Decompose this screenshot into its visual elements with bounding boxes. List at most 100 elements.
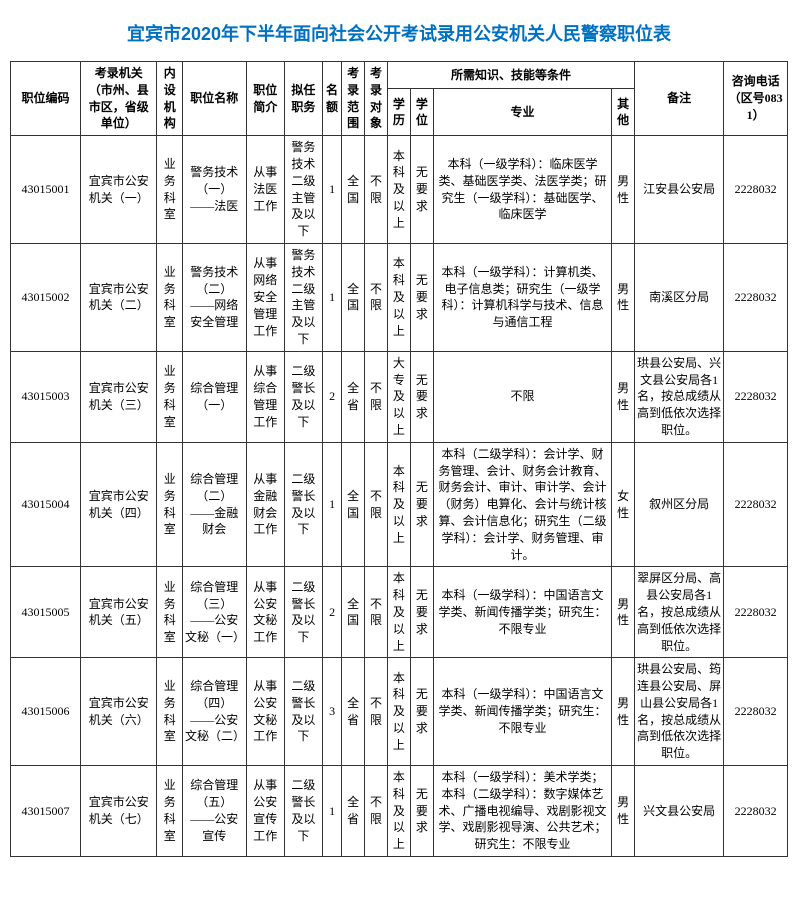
cell-remark: 叙州区分局 xyxy=(635,442,724,567)
cell-pname: 综合管理（二）——金融财会 xyxy=(182,442,246,567)
table-row: 43015006宜宾市公安机关（六）业务科室综合管理（四）——公安文秘（二）从事… xyxy=(11,658,788,766)
cell-target: 不限 xyxy=(365,567,388,658)
cell-duty: 警务技术二级主管及以下 xyxy=(284,243,322,351)
cell-pdesc: 从事公安文秘工作 xyxy=(246,658,284,766)
cell-major: 本科（一级学科）：计算机类、电子信息类；研究生（一级学科）：计算机科学与技术、信… xyxy=(433,243,611,351)
cell-phone: 2228032 xyxy=(724,243,788,351)
cell-edu: 本科及以上 xyxy=(387,243,410,351)
cell-code: 43015006 xyxy=(11,658,81,766)
cell-other: 男性 xyxy=(612,243,635,351)
cell-duty: 二级警长及以下 xyxy=(284,567,322,658)
cell-scope: 全国 xyxy=(342,442,365,567)
cell-num: 1 xyxy=(323,243,342,351)
table-row: 43015001宜宾市公安机关（一）业务科室警务技术（一）——法医从事法医工作警… xyxy=(11,136,788,244)
cell-dept: 业务科室 xyxy=(157,136,182,244)
cell-major: 本科（一级学科）：中国语言文学类、新闻传播学类；研究生：不限专业 xyxy=(433,567,611,658)
cell-other: 男性 xyxy=(612,658,635,766)
th-req: 所需知识、技能等条件 xyxy=(387,62,634,89)
cell-target: 不限 xyxy=(365,136,388,244)
cell-pname: 综合管理（四）——公安文秘（二） xyxy=(182,658,246,766)
th-target: 考录对象 xyxy=(365,62,388,136)
th-num: 名额 xyxy=(323,62,342,136)
cell-scope: 全省 xyxy=(342,351,365,442)
cell-dept: 业务科室 xyxy=(157,351,182,442)
cell-pname: 综合管理（一） xyxy=(182,351,246,442)
cell-target: 不限 xyxy=(365,766,388,857)
cell-phone: 2228032 xyxy=(724,442,788,567)
th-major: 专业 xyxy=(433,89,611,136)
cell-dept: 业务科室 xyxy=(157,658,182,766)
cell-degree: 无要求 xyxy=(410,567,433,658)
cell-remark: 兴文县公安局 xyxy=(635,766,724,857)
cell-degree: 无要求 xyxy=(410,766,433,857)
cell-code: 43015002 xyxy=(11,243,81,351)
cell-num: 2 xyxy=(323,351,342,442)
cell-pdesc: 从事网络安全管理工作 xyxy=(246,243,284,351)
page-title: 宜宾市2020年下半年面向社会公开考试录用公安机关人民警察职位表 xyxy=(10,20,788,46)
cell-edu: 本科及以上 xyxy=(387,567,410,658)
cell-major: 不限 xyxy=(433,351,611,442)
cell-num: 3 xyxy=(323,658,342,766)
cell-pdesc: 从事法医工作 xyxy=(246,136,284,244)
cell-org: 宜宾市公安机关（一） xyxy=(81,136,157,244)
cell-target: 不限 xyxy=(365,243,388,351)
cell-other: 男性 xyxy=(612,766,635,857)
cell-pdesc: 从事公安宣传工作 xyxy=(246,766,284,857)
cell-target: 不限 xyxy=(365,351,388,442)
cell-scope: 全国 xyxy=(342,567,365,658)
cell-org: 宜宾市公安机关（七） xyxy=(81,766,157,857)
th-remark: 备注 xyxy=(635,62,724,136)
cell-major: 本科（一级学科）：临床医学类、基础医学类、法医学类；研究生（一级学科）：基础医学… xyxy=(433,136,611,244)
cell-duty: 二级警长及以下 xyxy=(284,442,322,567)
th-duty: 拟任职务 xyxy=(284,62,322,136)
cell-scope: 全省 xyxy=(342,766,365,857)
cell-edu: 本科及以上 xyxy=(387,442,410,567)
cell-major: 本科（一级学科）：中国语言文学类、新闻传播学类；研究生：不限专业 xyxy=(433,658,611,766)
cell-dept: 业务科室 xyxy=(157,567,182,658)
table-row: 43015004宜宾市公安机关（四）业务科室综合管理（二）——金融财会从事金融财… xyxy=(11,442,788,567)
cell-edu: 大专及以上 xyxy=(387,351,410,442)
cell-num: 1 xyxy=(323,442,342,567)
cell-target: 不限 xyxy=(365,442,388,567)
cell-scope: 全国 xyxy=(342,243,365,351)
cell-phone: 2228032 xyxy=(724,351,788,442)
th-edu: 学历 xyxy=(387,89,410,136)
cell-other: 女性 xyxy=(612,442,635,567)
cell-org: 宜宾市公安机关（三） xyxy=(81,351,157,442)
cell-phone: 2228032 xyxy=(724,766,788,857)
cell-dept: 业务科室 xyxy=(157,442,182,567)
cell-scope: 全国 xyxy=(342,136,365,244)
th-scope: 考录范围 xyxy=(342,62,365,136)
cell-degree: 无要求 xyxy=(410,658,433,766)
cell-code: 43015003 xyxy=(11,351,81,442)
cell-code: 43015004 xyxy=(11,442,81,567)
cell-other: 男性 xyxy=(612,567,635,658)
cell-num: 2 xyxy=(323,567,342,658)
table-row: 43015002宜宾市公安机关（二）业务科室警务技术（二）——网络安全管理从事网… xyxy=(11,243,788,351)
cell-target: 不限 xyxy=(365,658,388,766)
cell-remark: 南溪区分局 xyxy=(635,243,724,351)
cell-remark: 珙县公安局、筠连县公安局、屏山县公安局各1名，按总成绩从高到低依次选择职位。 xyxy=(635,658,724,766)
cell-remark: 江安县公安局 xyxy=(635,136,724,244)
cell-org: 宜宾市公安机关（二） xyxy=(81,243,157,351)
cell-other: 男性 xyxy=(612,136,635,244)
cell-pdesc: 从事综合管理工作 xyxy=(246,351,284,442)
cell-other: 男性 xyxy=(612,351,635,442)
th-pdesc: 职位简介 xyxy=(246,62,284,136)
cell-code: 43015005 xyxy=(11,567,81,658)
cell-degree: 无要求 xyxy=(410,442,433,567)
cell-dept: 业务科室 xyxy=(157,766,182,857)
cell-pname: 警务技术（一）——法医 xyxy=(182,136,246,244)
cell-remark: 翠屏区分局、高县公安局各1名，按总成绩从高到低依次选择职位。 xyxy=(635,567,724,658)
cell-major: 本科（一级学科）：美术学类；本科（二级学科）：数字媒体艺术、广播电视编导、戏剧影… xyxy=(433,766,611,857)
cell-org: 宜宾市公安机关（四） xyxy=(81,442,157,567)
cell-dept: 业务科室 xyxy=(157,243,182,351)
cell-org: 宜宾市公安机关（六） xyxy=(81,658,157,766)
th-pname: 职位名称 xyxy=(182,62,246,136)
cell-degree: 无要求 xyxy=(410,243,433,351)
th-dept: 内设机构 xyxy=(157,62,182,136)
cell-code: 43015001 xyxy=(11,136,81,244)
th-org: 考录机关（市州、县市区，省级单位） xyxy=(81,62,157,136)
cell-duty: 警务技术二级主管及以下 xyxy=(284,136,322,244)
cell-degree: 无要求 xyxy=(410,351,433,442)
